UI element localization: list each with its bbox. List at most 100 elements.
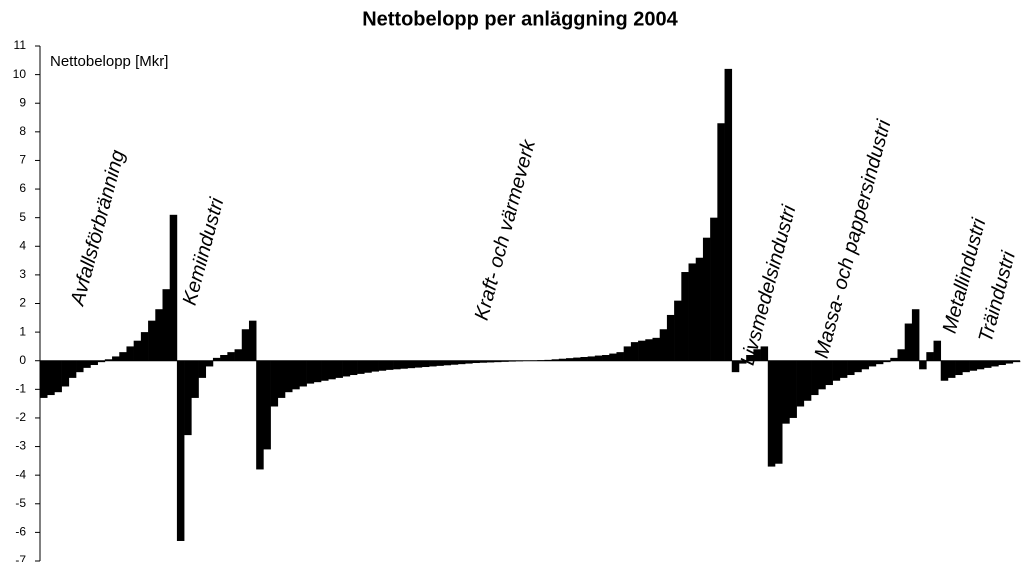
bar: [472, 360, 480, 364]
bar: [140, 332, 149, 361]
group-label: Kraft- och värmeverk: [471, 137, 541, 323]
bar: [299, 360, 307, 387]
bar: [890, 357, 898, 361]
bar: [630, 342, 639, 361]
y-tick-label: 2: [19, 296, 26, 310]
bar: [371, 360, 379, 372]
bar: [104, 359, 113, 361]
y-tick-label: -2: [15, 410, 26, 424]
bar: [738, 360, 747, 364]
bar: [767, 360, 776, 467]
bar: [839, 360, 848, 378]
bar: [155, 309, 163, 361]
bar: [76, 360, 84, 373]
y-tick-label: 9: [19, 95, 26, 109]
group-label: Kemiindustri: [179, 195, 229, 308]
bar: [212, 357, 221, 361]
bar: [897, 349, 906, 361]
bar: [1005, 360, 1014, 364]
bar: [457, 360, 466, 365]
bar: [486, 360, 495, 363]
bar: [112, 356, 120, 361]
bar: [674, 300, 682, 361]
bar: [775, 360, 783, 464]
bar: [328, 360, 336, 380]
bar: [847, 360, 855, 376]
bar: [277, 360, 286, 398]
bar: [760, 346, 769, 361]
bar: [292, 360, 300, 390]
bar: [176, 360, 185, 541]
bar: [587, 356, 596, 361]
bar: [364, 360, 372, 373]
bar: [97, 360, 106, 363]
bar: [385, 360, 394, 370]
bar: [731, 360, 740, 373]
bar: [227, 352, 235, 361]
y-tick-label: -5: [15, 496, 26, 510]
bar: [119, 352, 127, 361]
bar: [868, 360, 877, 367]
bar: [883, 360, 891, 363]
bar: [335, 360, 343, 378]
bar: [349, 360, 358, 376]
bar: [205, 360, 214, 367]
bar: [825, 360, 833, 386]
group-label: Massa- och pappersindustri: [811, 117, 896, 361]
bar: [493, 360, 502, 363]
bar: [90, 360, 98, 366]
bar: [40, 360, 48, 398]
bar: [666, 314, 675, 361]
bar: [501, 360, 509, 362]
bar: [83, 360, 91, 368]
bar: [234, 349, 243, 361]
bar: [465, 360, 473, 364]
bar: [645, 339, 653, 361]
bar: [270, 360, 279, 407]
bar: [955, 360, 963, 376]
group-label: Avfallsförbränning: [66, 148, 129, 309]
bar: [623, 346, 632, 361]
bar: [558, 358, 567, 361]
y-tick-label: 1: [19, 324, 26, 338]
bar: [710, 217, 718, 361]
bar: [443, 360, 452, 366]
bar: [609, 353, 617, 361]
bar: [248, 320, 257, 361]
bar: [378, 360, 387, 371]
chart-title: Nettobelopp per anläggning 2004: [362, 8, 678, 30]
bar: [681, 272, 689, 361]
y-tick-label: 4: [19, 238, 26, 252]
bar: [169, 214, 178, 361]
bar: [940, 360, 949, 381]
group-label: Livsmedelsindustri: [737, 203, 801, 368]
bar: [342, 360, 351, 377]
bar: [652, 337, 661, 361]
bar: [861, 360, 869, 370]
bar: [796, 360, 805, 407]
bar: [241, 329, 250, 361]
bar: [962, 360, 970, 373]
bar: [414, 360, 423, 368]
y-tick-label: 6: [19, 181, 26, 195]
y-tick-label: 11: [14, 38, 27, 52]
bar: [407, 360, 416, 369]
bar: [969, 360, 978, 371]
bar: [702, 237, 711, 361]
y-tick-label: -1: [15, 382, 26, 396]
bar: [933, 340, 942, 361]
bar: [616, 352, 624, 361]
bar: [659, 329, 668, 361]
y-tick-label: 7: [19, 153, 26, 167]
bar: [580, 357, 588, 361]
bar: [191, 360, 199, 398]
bar: [594, 355, 603, 361]
bar: [429, 360, 437, 367]
bar: [393, 360, 401, 370]
bar: [566, 358, 574, 361]
bar: [357, 360, 365, 374]
bar: [811, 360, 819, 396]
bar: [919, 360, 927, 370]
bar: [724, 68, 733, 361]
bar: [753, 349, 761, 361]
